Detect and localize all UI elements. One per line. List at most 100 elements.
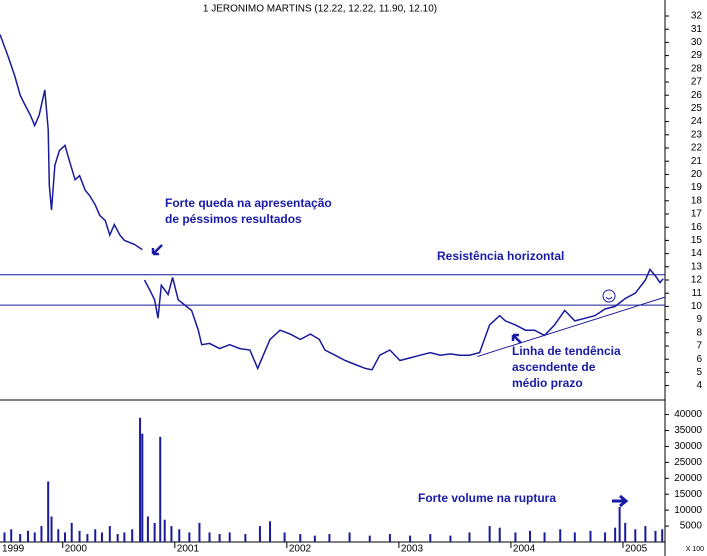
volume-bar <box>218 534 221 542</box>
volume-bar <box>528 530 531 542</box>
y2-tick-label: 10000 <box>674 505 702 516</box>
volume-bar <box>488 526 491 542</box>
volume-bar <box>228 532 231 542</box>
volume-bar <box>468 532 471 542</box>
volume-bar <box>153 522 156 542</box>
volume-bar <box>139 417 142 542</box>
y-tick-label: 8 <box>696 327 702 338</box>
x-tick-label: 1999 <box>2 544 25 555</box>
y-tick-label: 20 <box>691 169 703 180</box>
volume-bar <box>589 530 592 542</box>
y-tick-label: 19 <box>691 182 703 193</box>
y-tick-label: 32 <box>691 11 703 22</box>
y-tick-label: 17 <box>691 209 703 220</box>
y-tick-label: 11 <box>692 288 703 299</box>
smiley <box>602 289 616 303</box>
volume-bar <box>178 529 181 542</box>
y-tick-label: 7 <box>696 341 702 352</box>
volume-bar <box>283 532 286 542</box>
volume-bar <box>94 529 97 542</box>
x-tick-label: 2000 <box>65 544 88 555</box>
volume-bar <box>57 529 60 542</box>
volume-bar <box>198 522 201 542</box>
y-tick-label: 15 <box>691 235 703 246</box>
volume-bar <box>208 532 211 542</box>
y-tick-label: 24 <box>691 116 703 127</box>
volume-bar <box>328 534 331 542</box>
y-tick-label: 5 <box>696 367 702 378</box>
annotation: médio prazo <box>512 376 583 390</box>
volume-bar <box>449 535 452 542</box>
annotation: Forte queda na apresentação <box>165 196 332 210</box>
chart-title: 1 JERONIMO MARTINS (12.22, 12.22, 11.90,… <box>203 4 437 15</box>
volume-bar <box>614 527 617 542</box>
y-tick-label: 26 <box>691 90 703 101</box>
trend-line <box>477 296 666 358</box>
x-tick-label: 2002 <box>289 544 312 555</box>
x-tick-label: 2005 <box>625 544 648 555</box>
y2-tick-label: 30000 <box>674 441 702 452</box>
volume-bar <box>3 532 6 542</box>
volume-bar <box>108 526 111 542</box>
annotation: Forte volume na ruptura <box>418 491 556 505</box>
x-tick-label: 2003 <box>401 544 424 555</box>
volume-bar <box>146 516 149 542</box>
volume-bar <box>313 535 316 542</box>
volume-bar <box>159 436 162 542</box>
volume-bar <box>604 532 607 542</box>
y2-tick-label: 35000 <box>674 425 702 436</box>
y-tick-label: 14 <box>691 248 703 259</box>
y-tick-label: 25 <box>691 103 703 114</box>
volume-bar <box>188 532 191 542</box>
volume-bar <box>644 526 647 542</box>
y-tick-label: 29 <box>691 50 703 61</box>
volume-bar <box>50 516 53 542</box>
volume-bar <box>123 532 126 542</box>
volume-bar <box>10 529 13 542</box>
annotation: ascendente de <box>512 360 596 374</box>
y-tick-label: 6 <box>696 354 702 365</box>
annotation: de péssimos resultados <box>165 212 302 226</box>
volume-bar <box>170 526 173 542</box>
volume-bar <box>388 534 391 542</box>
y-tick-label: 27 <box>691 77 703 88</box>
volume-bar <box>78 530 81 542</box>
y-tick-label: 13 <box>691 261 703 272</box>
annotation: Resistência horizontal <box>437 249 564 263</box>
volume-bar <box>33 532 36 542</box>
y2-tick-label: 40000 <box>674 409 702 420</box>
y2-tick-label: 20000 <box>674 473 702 484</box>
y-tick-label: 22 <box>691 143 703 154</box>
volume-unit: X 100 <box>686 546 704 553</box>
y-tick-label: 12 <box>691 275 703 286</box>
volume-bar <box>514 532 517 542</box>
volume-bar <box>498 527 501 542</box>
y2-tick-label: 15000 <box>674 489 702 500</box>
volume-bar <box>27 530 30 542</box>
volume-bar <box>244 534 247 542</box>
price-line <box>0 34 664 371</box>
volume-bar <box>429 534 432 542</box>
volume-bar <box>269 521 272 542</box>
volume-bar <box>654 530 657 542</box>
volume-bar <box>299 534 302 542</box>
volume-bar <box>348 532 351 542</box>
y-tick-label: 10 <box>691 301 703 312</box>
x-tick-label: 2001 <box>177 544 200 555</box>
volume-bar <box>661 529 664 542</box>
volume-bar <box>559 529 562 542</box>
volume-bar <box>543 532 546 542</box>
y2-tick-label: 5000 <box>680 521 703 532</box>
y-tick-label: 16 <box>691 222 703 233</box>
volume-bar <box>47 481 50 542</box>
arrow <box>511 333 522 344</box>
volume-bar <box>63 532 66 542</box>
volume-bar <box>618 506 621 542</box>
y-tick-label: 4 <box>696 380 702 391</box>
volume-bar <box>116 534 119 542</box>
y-tick-label: 23 <box>691 129 703 140</box>
volume-bar <box>131 529 134 542</box>
y-tick-label: 31 <box>691 24 703 35</box>
